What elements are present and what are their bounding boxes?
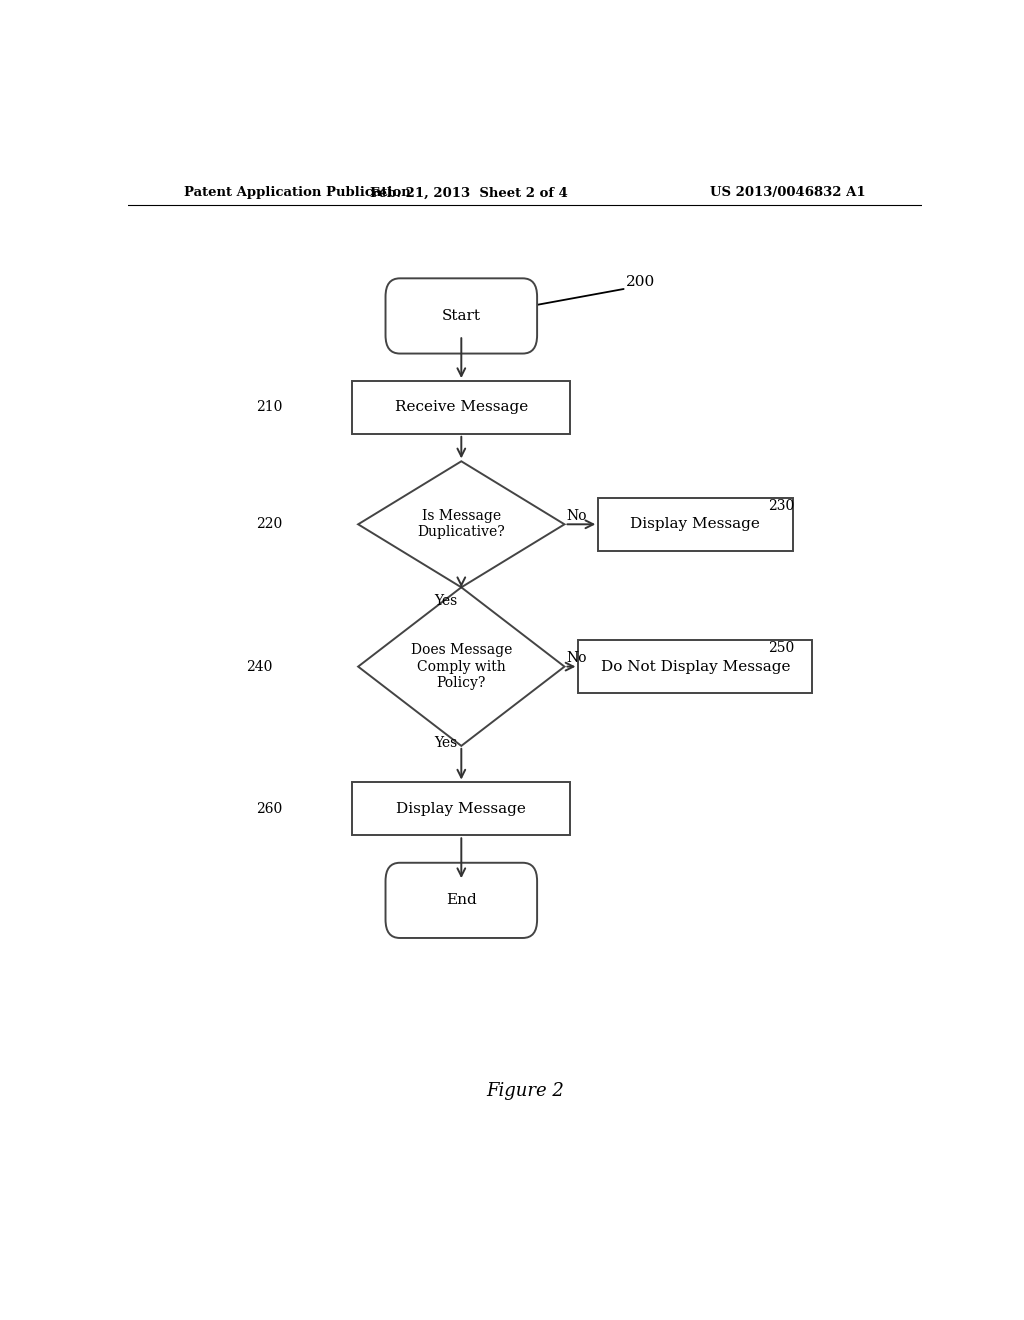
Text: Display Message: Display Message (396, 801, 526, 816)
Text: Figure 2: Figure 2 (485, 1082, 564, 1101)
Text: Display Message: Display Message (631, 517, 761, 532)
FancyBboxPatch shape (385, 863, 538, 939)
Polygon shape (358, 461, 564, 587)
Polygon shape (358, 587, 564, 746)
Text: 240: 240 (246, 660, 272, 673)
FancyBboxPatch shape (385, 279, 538, 354)
Text: 230: 230 (768, 499, 795, 513)
Text: No: No (566, 510, 587, 523)
Polygon shape (358, 461, 564, 587)
Text: 220: 220 (256, 517, 283, 532)
Text: Is Message
Duplicative?: Is Message Duplicative? (418, 510, 505, 540)
Bar (579, 640, 812, 693)
Text: Feb. 21, 2013  Sheet 2 of 4: Feb. 21, 2013 Sheet 2 of 4 (371, 186, 568, 199)
Bar (598, 498, 793, 550)
Text: Yes: Yes (434, 594, 457, 607)
Text: 250: 250 (768, 642, 795, 655)
Text: End: End (445, 894, 477, 907)
Text: 200: 200 (627, 276, 655, 289)
Text: US 2013/0046832 A1: US 2013/0046832 A1 (711, 186, 866, 199)
Bar (352, 783, 570, 836)
Bar (352, 381, 570, 434)
Text: 260: 260 (256, 801, 283, 816)
Text: No: No (566, 652, 587, 665)
Text: Receive Message: Receive Message (394, 400, 528, 414)
Text: Do Not Display Message: Do Not Display Message (601, 660, 791, 673)
Text: Yes: Yes (434, 735, 457, 750)
Polygon shape (358, 587, 564, 746)
Text: Patent Application Publication: Patent Application Publication (183, 186, 411, 199)
Text: Does Message
Comply with
Policy?: Does Message Comply with Policy? (411, 643, 512, 690)
Text: 210: 210 (256, 400, 283, 414)
Text: Start: Start (441, 309, 481, 323)
